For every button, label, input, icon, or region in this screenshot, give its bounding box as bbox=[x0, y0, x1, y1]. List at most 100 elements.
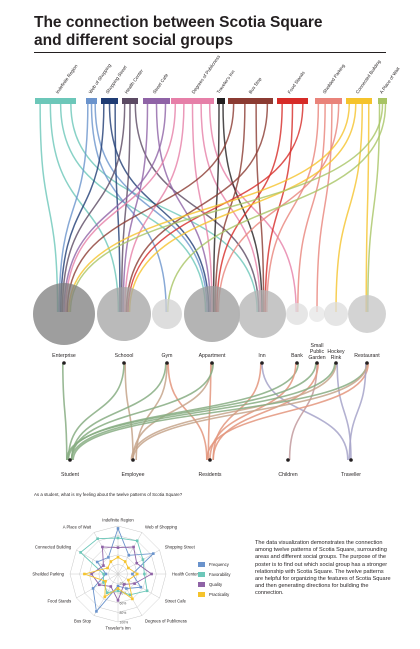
flow-food-stands-to-appartment bbox=[216, 103, 283, 313]
flow-a-place-of-wait-to-gym bbox=[167, 103, 387, 313]
radar-tick-1: 40% bbox=[120, 592, 127, 596]
radar-point-favorability-10 bbox=[79, 551, 82, 554]
flow-shopping-street-to-appartment bbox=[108, 103, 210, 313]
pattern-place-flows bbox=[39, 103, 387, 313]
pattern-label-food-stands: Food Stands bbox=[287, 70, 306, 95]
radar-point-frequency-7 bbox=[95, 610, 98, 613]
radar-point-practicality-2 bbox=[127, 566, 130, 570]
flow-web-of-shopping-to-gym bbox=[90, 103, 167, 313]
radar-axis-label-sheilded-parking: Sheilded Parking bbox=[32, 572, 64, 577]
radar-point-frequency-3 bbox=[131, 572, 134, 576]
flow-sheilded-parking-to-small-public-garden bbox=[316, 103, 333, 313]
radar-point-favorability-7 bbox=[105, 591, 109, 595]
flow-indefinite-region-to-appartment bbox=[59, 103, 207, 313]
dot-residents bbox=[208, 458, 212, 462]
group-label-employee: Employee bbox=[121, 472, 144, 478]
flow-sheilded-parking-to-inn bbox=[266, 103, 320, 313]
radar-point-frequency-6 bbox=[116, 584, 120, 588]
radar-point-favorability-11 bbox=[96, 537, 99, 540]
dot-inn bbox=[260, 361, 264, 365]
radar-point-favorability-0 bbox=[116, 536, 120, 540]
place-circles bbox=[33, 283, 386, 345]
radar-axis-label-connected-building: Connected Building bbox=[35, 545, 72, 550]
radar-point-practicality-8 bbox=[104, 579, 107, 583]
dot-children bbox=[286, 458, 290, 462]
radar-axis-label-bus-stop: Bus Stop bbox=[74, 618, 92, 623]
title-divider bbox=[34, 52, 386, 53]
bar-connected-building bbox=[346, 98, 372, 104]
radar-point-quality-6 bbox=[116, 599, 120, 602]
flow-small-public-garden-to-children bbox=[288, 362, 318, 461]
radar-point-quality-1 bbox=[132, 545, 135, 549]
dot-student bbox=[68, 458, 72, 462]
place-label-bank: Bank bbox=[291, 353, 303, 359]
flow-inn-to-traveller bbox=[261, 362, 349, 461]
bar-health-center bbox=[122, 98, 138, 104]
flow-small-public-garden-to-student bbox=[66, 362, 317, 461]
bar-street-cafe bbox=[143, 98, 170, 104]
flow-restaurant-to-student bbox=[72, 362, 368, 461]
radar-point-favorability-3 bbox=[143, 572, 146, 576]
pattern-label-street-cafe: Street Cafe bbox=[152, 72, 170, 94]
radar-point-frequency-5 bbox=[125, 587, 128, 590]
legend-label: Frequency bbox=[209, 562, 229, 567]
flow-bus-stop-to-inn bbox=[255, 103, 265, 313]
dot-traveller bbox=[349, 458, 353, 462]
radar-point-quality-0 bbox=[116, 546, 120, 549]
flow-shopping-street-to-enterprise bbox=[60, 103, 105, 313]
radar-axis-label-web-of-shopping: Web of Shopping bbox=[145, 525, 178, 530]
flow-restaurant-to-residents bbox=[206, 362, 369, 461]
bar-a-place-of-wait bbox=[378, 98, 387, 104]
radar-spoke bbox=[117, 573, 160, 599]
legend-label: Quality bbox=[209, 582, 223, 587]
circle-schoool bbox=[97, 287, 151, 341]
radar-point-practicality-0 bbox=[116, 555, 120, 559]
dot-bank bbox=[295, 361, 299, 365]
radar-point-frequency-1 bbox=[127, 553, 131, 557]
radar-point-quality-2 bbox=[135, 561, 139, 565]
pattern-label-a-place-of-wait: A Place of Wait bbox=[379, 66, 401, 95]
pattern-label-indefinite-region: Indefinite Region bbox=[55, 63, 79, 94]
radar-axis-label-food-stands: Food Stands bbox=[47, 599, 71, 604]
radar-point-practicality-9 bbox=[83, 572, 86, 576]
radar-point-favorability-8 bbox=[102, 581, 105, 584]
radar-point-quality-3 bbox=[150, 572, 153, 576]
flow-a-place-of-wait-to-enterprise bbox=[69, 103, 384, 313]
flow-a-place-of-wait-to-restaurant bbox=[367, 103, 381, 313]
group-label-student: Student bbox=[61, 472, 79, 478]
dot-hockey-rink bbox=[334, 361, 338, 365]
flow-hockey-rink-to-traveller bbox=[336, 362, 352, 461]
title-line-2: and different social groups bbox=[34, 32, 233, 49]
flow-degrees-of-publicness-to-enterprise bbox=[64, 103, 177, 313]
place-group-flows bbox=[62, 362, 369, 461]
flow-degrees-of-publicness-to-schoool bbox=[124, 103, 185, 313]
legend-swatch bbox=[198, 572, 205, 577]
flow-street-cafe-to-appartment bbox=[155, 103, 212, 313]
circle-small-public-garden bbox=[309, 306, 325, 322]
flow-health-center-to-schoool bbox=[120, 103, 131, 313]
title-line-1: The connection between Scotia Square bbox=[34, 14, 323, 31]
radar-point-practicality-5 bbox=[131, 597, 134, 601]
place-label-inn: Inn bbox=[258, 353, 265, 359]
radar-point-favorability-1 bbox=[135, 539, 139, 543]
radar-axis-label-indefinite-region: Indefinite Region bbox=[102, 518, 134, 523]
pattern-label-sheilded-parking: Sheilded Parking bbox=[322, 63, 346, 95]
radar-point-quality-4 bbox=[133, 582, 136, 585]
radar-axis-label-health-center: Health Center bbox=[172, 572, 198, 577]
flow-health-center-to-enterprise bbox=[61, 103, 126, 313]
radar-tick-4: 100% bbox=[120, 621, 129, 625]
radar-point-frequency-11 bbox=[107, 556, 110, 559]
flow-street-cafe-to-enterprise bbox=[63, 103, 167, 313]
pattern-label-health-center: Health Center bbox=[124, 68, 145, 94]
pattern-label-traveler-s-inn: Traveler's Inn bbox=[216, 69, 236, 95]
flow-shopping-street-to-schoool bbox=[114, 103, 121, 313]
circle-enterprise bbox=[33, 283, 95, 345]
radar-point-quality-10 bbox=[102, 564, 105, 567]
flow-hockey-rink-to-employee bbox=[130, 362, 337, 461]
radar-point-favorability-5 bbox=[128, 593, 132, 597]
radar-point-practicality-3 bbox=[135, 572, 139, 576]
place-label-schoool: Schoool bbox=[115, 353, 134, 359]
circle-restaurant bbox=[348, 295, 386, 333]
radar-point-quality-7 bbox=[109, 585, 113, 588]
radar-point-favorability-2 bbox=[141, 558, 145, 561]
